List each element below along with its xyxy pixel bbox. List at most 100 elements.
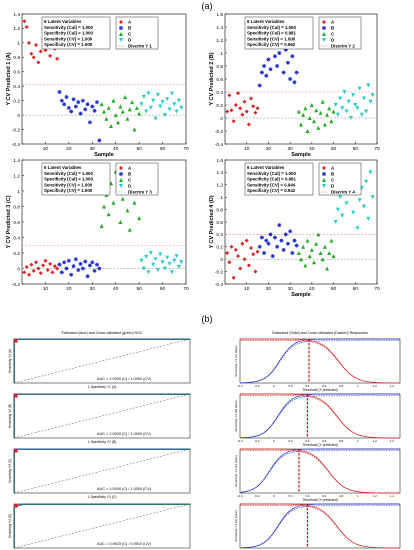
data-point-b — [268, 67, 273, 72]
data-point-d — [158, 104, 163, 109]
x-tick-label: 70 — [183, 146, 189, 152]
threshold-x-tick-label: 0.8 — [339, 439, 344, 443]
data-point-b — [285, 241, 290, 246]
data-point-b — [85, 274, 90, 279]
data-point-b — [262, 64, 267, 68]
class-legend-box — [318, 162, 362, 196]
roc-operating-point — [14, 394, 18, 398]
data-point-d — [139, 102, 144, 107]
data-point-c — [99, 223, 104, 228]
y-tick-label: 0.6 — [216, 77, 223, 83]
data-point-a — [246, 263, 251, 268]
stats-legend-line: Sensitivity (CV) = 0.944 — [247, 182, 296, 187]
x-tick-label: 60 — [160, 286, 166, 292]
data-point-c — [106, 212, 111, 217]
data-point-d — [158, 252, 163, 257]
stats-legend-line: Sensitivity (CV) = 1.000 — [44, 182, 93, 187]
legend-label: Discrim Y 3 — [128, 190, 152, 195]
legend-marker-b — [119, 172, 123, 176]
y-tick-label: 0.4 — [216, 90, 223, 96]
threshold-plot-2: -0.4 -0.2 0 0.2 0.4 0.6 0.8 1 1.2 1.4 Threshold (Y… — [234, 393, 401, 447]
data-point-d — [361, 204, 366, 209]
data-point-a — [249, 246, 254, 251]
y-tick-label: 0 — [220, 116, 223, 122]
legend-marker-a — [119, 166, 123, 170]
data-point-d — [141, 95, 146, 100]
data-point-b — [292, 238, 297, 243]
legend-marker-c — [322, 178, 326, 182]
data-point-b — [275, 64, 280, 68]
data-point-a — [55, 56, 60, 61]
data-point-c — [299, 257, 303, 262]
data-point-b — [268, 232, 273, 237]
data-point-a — [231, 119, 236, 124]
data-point-b — [270, 254, 275, 259]
data-point-d — [344, 201, 349, 206]
threshold-x-tick-label: 1.2 — [373, 494, 378, 498]
data-point-a — [227, 260, 232, 265]
legend-label: C — [128, 32, 132, 37]
stats-legend-line: Sensitivity (CV) = 1.000 — [44, 36, 93, 41]
data-point-d — [364, 109, 369, 114]
data-point-d — [174, 109, 179, 114]
stats-legend-line: Sensitivity (Cal) = 1.000 — [44, 25, 93, 30]
auc-label: AUC = 0.9923 (C) / 0.9910 (CV) — [97, 542, 152, 546]
y-tick-label: 0.2 — [216, 103, 223, 109]
roc-plot-3: AUC = 1.0000 (C) / 1.0000 (CV) 1-Specific… — [8, 448, 191, 499]
data-point-d — [353, 103, 358, 107]
roc-cal-curve — [13, 448, 190, 493]
data-point-a — [27, 40, 32, 45]
legend-marker-d — [119, 38, 123, 42]
threshold-x-tick-label: 0.6 — [322, 494, 327, 498]
data-point-d — [174, 254, 179, 259]
y-tick-label: 0.8 — [216, 207, 223, 213]
legend-marker-d — [322, 38, 326, 42]
data-point-c — [102, 109, 106, 114]
legend-marker-c — [322, 32, 326, 36]
scatter-plot-3: 1.4 1.2 1 0.8 0.6 0.4 0.2 0 -0.2 10 20 30 40 50 60 70 Y … — [6, 158, 189, 292]
data-point-b — [71, 264, 76, 269]
stats-legend-box — [244, 162, 314, 196]
data-point-d — [153, 257, 158, 262]
threshold-y-label: Sensitivity Y3 (C) (blue) — [234, 455, 238, 486]
roc-diagonal — [13, 503, 191, 549]
data-point-b — [277, 51, 282, 55]
x-tick-label: 20 — [266, 146, 272, 152]
data-point-d — [176, 264, 181, 269]
data-point-b — [259, 70, 264, 75]
stats-legend-line: Specificity (CV) = 0.962 — [247, 42, 296, 47]
threshold-x-tick-label: 1.4 — [389, 439, 394, 443]
y-tick-label: 1.2 — [13, 173, 20, 179]
legend-label: B — [128, 26, 131, 31]
y-tick-label: 1.4 — [13, 12, 20, 18]
legend-label: D — [331, 38, 334, 43]
stats-legend-line: 6 Latent Variables — [247, 165, 285, 170]
roc-operating-point — [14, 504, 18, 508]
x-axis-label: Sample — [291, 292, 311, 298]
data-point-d — [340, 213, 345, 218]
data-point-d — [141, 266, 146, 271]
legend-marker-b — [322, 172, 326, 176]
data-point-a — [24, 25, 29, 29]
data-point-a — [24, 264, 29, 269]
data-point-c — [130, 100, 135, 105]
data-point-d — [370, 195, 375, 200]
class-legend-box — [318, 16, 362, 50]
panel-b-label: (b) — [202, 314, 213, 324]
data-point-a — [55, 266, 60, 271]
y-tick-label: 0.2 — [13, 98, 20, 104]
threshold-x-tick-label: 0 — [273, 439, 275, 443]
stats-legend-line: 6 Latent Variables — [44, 19, 82, 24]
data-point-a — [242, 99, 247, 104]
threshold-x-tick-label: 1 — [357, 494, 359, 498]
data-point-b — [283, 47, 288, 52]
data-point-c — [132, 200, 137, 205]
y-tick-label: 1.2 — [216, 183, 223, 189]
data-point-d — [340, 106, 345, 111]
x-tick-label: 30 — [287, 286, 293, 292]
x-axis-label: Sample — [291, 152, 311, 158]
x-tick-label: 20 — [66, 286, 72, 292]
roc-title: Estimated (blue) and Cross-Validated (gr… — [61, 331, 142, 335]
stats-legend-box — [244, 16, 314, 50]
threshold-frame — [239, 338, 401, 384]
